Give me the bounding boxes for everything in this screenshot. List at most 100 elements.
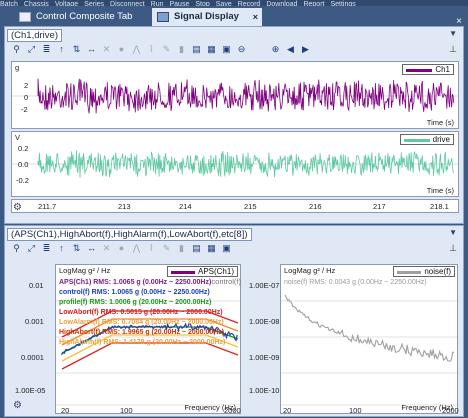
chevron-down-icon[interactable]: ▼ <box>449 228 457 237</box>
next-icon[interactable]: ▶ <box>302 44 309 54</box>
marker-icon[interactable]: ● <box>118 243 125 253</box>
split-cursor-icon[interactable]: ⇅ <box>72 44 81 54</box>
legend-ch1: Ch1 <box>402 64 454 75</box>
x-tick-label: 217 <box>373 202 386 211</box>
legend-swatch <box>406 69 433 72</box>
bar-icon[interactable]: ▮ <box>179 44 184 54</box>
time-x-axis: 211.7 213 214 215 216 217 218.1 <box>11 199 459 213</box>
top-menu-item[interactable]: Run <box>150 1 164 6</box>
delete-icon[interactable]: ✕ <box>102 44 111 54</box>
frame-icon[interactable]: ▣ <box>222 44 231 54</box>
fit-icon[interactable]: ⤢ <box>27 44 36 54</box>
peak-icon[interactable]: ⋀ <box>132 44 141 54</box>
x-tick-label: 214 <box>179 202 192 211</box>
chevron-down-icon[interactable]: ▼ <box>449 29 457 38</box>
panel-title[interactable]: (Ch1,drive) <box>7 29 62 42</box>
y-tick-label: 0.001 <box>25 317 44 326</box>
pin-icon[interactable]: ⊥ <box>449 44 457 54</box>
ch1-trace-chart[interactable]: g 2 0 -2 Ch1 Time (s) <box>11 61 459 129</box>
rms-annotation: noise(f) RMS: 0.0043 g (0.00Hz ~ 2250.00… <box>284 279 427 286</box>
corner-unit-label: LogMag g² / Hz <box>284 266 336 275</box>
peak-icon[interactable]: ⋀ <box>132 243 141 253</box>
noise-spectrum-line <box>284 294 455 362</box>
top-menu-item[interactable]: Save <box>215 1 232 6</box>
high-alarm-line <box>61 318 239 346</box>
grid-icon[interactable]: ▦ <box>207 243 216 253</box>
zoom-icon[interactable]: ⚲ <box>13 243 20 253</box>
zoom-icon[interactable]: ⚲ <box>13 44 20 54</box>
doc-icon[interactable]: ▤ <box>192 44 201 54</box>
comment-icon[interactable]: ✎ <box>162 243 171 253</box>
rms-annotation: LowAbort(f) RMS: 0.5015 g (20.00Hz ~ 200… <box>59 309 223 316</box>
tab-control-composite[interactable]: Control Composite Tab <box>14 8 138 26</box>
top-menu-item[interactable]: Settings <box>330 1 356 6</box>
top-menu-item[interactable]: Disconnect <box>110 1 145 6</box>
y-tick-label: 1.00E-07 <box>249 281 280 290</box>
frame-icon[interactable]: ▣ <box>222 243 231 253</box>
y-tick-label: 0.2 <box>18 144 29 153</box>
comment-icon[interactable]: ✎ <box>162 44 171 54</box>
top-menu-item[interactable]: Stop <box>195 1 210 6</box>
top-menu-item[interactable]: Series <box>84 1 105 6</box>
gear-icon[interactable]: ⚙ <box>13 202 22 213</box>
zoom-out-icon[interactable]: ⊖ <box>237 44 246 54</box>
top-menu-item[interactable]: Voltage <box>54 1 79 6</box>
top-menu-item[interactable]: Report <box>303 1 325 6</box>
y-tick-label: 1.00E-09 <box>249 353 280 362</box>
top-menu-item[interactable]: Chassis <box>23 1 49 6</box>
panel-toolbar: ⚲ ⤢ ≣ ↑ ⇅ ↔ ✕ ● ⋀ ⌇ ✎ ▮ ▤ ▦ ▣ <box>7 241 461 257</box>
fit-icon[interactable]: ⤢ <box>27 243 36 253</box>
top-menu-bar: Batch Chassis Voltage Series Disconnect Run Pa… <box>0 0 468 6</box>
panel-title[interactable]: (APS(Ch1),HighAbort(f),HighAlarm(f),LowA… <box>7 228 252 241</box>
legend-label: drive <box>432 135 450 144</box>
legend-label: noise(f) <box>424 267 451 276</box>
y-tick-label: 1.00E-10 <box>249 386 280 395</box>
band-icon[interactable]: ⌇ <box>149 243 154 253</box>
drive-trace-chart[interactable]: V 0.2 0.0 -0.2 drive Time (s) <box>11 131 459 197</box>
y-tick-label: 0.0 <box>18 160 29 169</box>
y-tick-label: -2 <box>21 105 28 114</box>
top-menu-item[interactable]: Batch <box>0 1 18 6</box>
top-menu-item[interactable]: Pause <box>169 1 190 6</box>
zoom-in-icon[interactable]: ⊕ <box>271 44 280 54</box>
high-abort-line <box>61 310 239 338</box>
legend-drive: drive <box>399 134 454 145</box>
delete-icon[interactable]: ✕ <box>102 243 111 253</box>
corner-unit-label: LogMag g² / Hz <box>59 266 111 275</box>
split-cursor-icon[interactable]: ⇅ <box>72 243 81 253</box>
tab-window-icon <box>157 12 169 22</box>
x-axis-label: Frequency (Hz) <box>184 403 236 412</box>
grid-icon[interactable]: ▦ <box>207 44 216 54</box>
bar-icon[interactable]: ▮ <box>179 243 184 253</box>
move-icon[interactable]: ↔ <box>87 243 96 253</box>
tab-signal-display[interactable]: Signal Display × <box>152 8 262 26</box>
y-tick-label: -0.2 <box>16 176 29 185</box>
list-icon[interactable]: ≣ <box>42 243 51 253</box>
drive-trace-svg <box>12 150 458 179</box>
tab-close-icon[interactable]: × <box>252 12 258 22</box>
control-spectrum-line <box>61 322 238 356</box>
close-icon[interactable]: × <box>456 16 462 27</box>
doc-icon[interactable]: ▤ <box>192 243 201 253</box>
list-icon[interactable]: ≣ <box>42 44 51 54</box>
move-icon[interactable]: ↔ <box>87 44 96 54</box>
x-tick-label: 216 <box>309 202 322 211</box>
prev-icon[interactable]: ◀ <box>287 44 294 54</box>
x-tick-label: 20 <box>283 406 292 415</box>
x-tick-label: 20 <box>61 406 70 415</box>
pin-icon[interactable]: ⊥ <box>449 243 457 253</box>
top-menu-item[interactable]: Record <box>237 1 261 6</box>
low-abort-line <box>61 342 239 370</box>
cursor-icon[interactable]: ↑ <box>59 243 64 253</box>
spectrum-panel: (APS(Ch1),HighAbort(f),HighAlarm(f),LowA… <box>4 225 464 417</box>
cursor-icon[interactable]: ↑ <box>59 44 64 54</box>
marker-icon[interactable]: ● <box>118 44 125 54</box>
y-tick-label: 0 <box>24 93 29 102</box>
aps-spectrum-chart[interactable]: LogMag g² / Hz APS(Ch1) control(f) APS(C… <box>55 264 241 414</box>
gear-icon[interactable]: ⚙ <box>13 400 22 411</box>
x-tick-label: 215 <box>244 202 257 211</box>
band-icon[interactable]: ⌇ <box>149 44 154 54</box>
noise-spectrum-chart[interactable]: LogMag g² / Hz noise(f) noise(f) RMS: 0.… <box>280 264 458 414</box>
time-signal-panel: (Ch1,drive) ▼ ⚲ ⤢ ≣ ↑ ⇅ ↔ ✕ ● ⋀ ⌇ ✎ ▮ ▤ ▦ ▣ ⊖ ⊕ ◀ ▶ ⊥ g 2 … <box>4 26 464 224</box>
top-menu-item[interactable]: Download <box>266 1 298 6</box>
